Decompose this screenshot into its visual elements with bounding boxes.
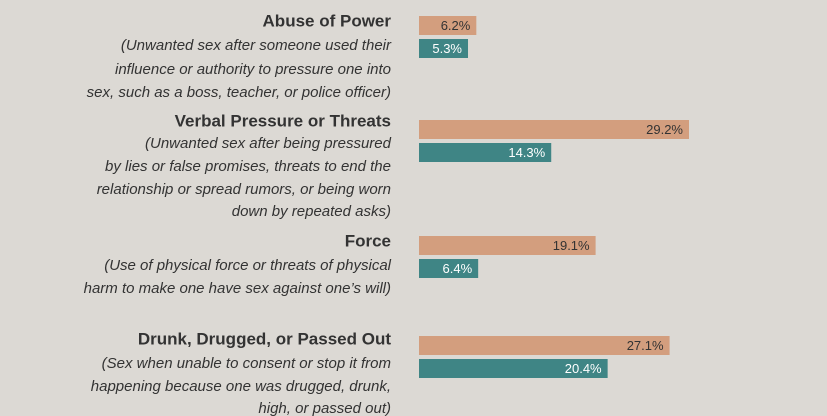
category-description: harm to make one have sex against one’s … <box>84 280 391 297</box>
category-description: (Sex when unable to consent or stop it f… <box>102 355 391 372</box>
bar <box>419 120 689 139</box>
bar <box>419 39 469 58</box>
category-description: (Unwanted sex after someone used their <box>121 37 392 54</box>
value-label: 20.4% <box>565 361 602 376</box>
category-description: high, or passed out) <box>258 400 391 416</box>
category-title: Verbal Pressure or Threats <box>175 111 391 130</box>
bar <box>419 259 479 278</box>
category-title: Abuse of Power <box>263 11 392 30</box>
value-label: 19.1% <box>553 238 590 253</box>
category-description: by lies or false promises, threats to en… <box>105 158 391 175</box>
value-label: 27.1% <box>627 338 664 353</box>
value-label: 6.4% <box>443 261 473 276</box>
value-label: 5.3% <box>432 41 462 56</box>
value-label: 29.2% <box>646 122 683 137</box>
category-description: (Unwanted sex after being pressured <box>145 135 392 152</box>
category-description: happening because one was drugged, drunk… <box>91 378 391 395</box>
category-description: (Use of physical force or threats of phy… <box>104 257 391 274</box>
category-description: sex, such as a boss, teacher, or police … <box>87 84 391 101</box>
category-description: relationship or spread rumors, or being … <box>97 181 391 198</box>
category-description: influence or authority to pressure one i… <box>115 61 391 78</box>
bar <box>419 143 552 162</box>
category-title: Force <box>345 231 391 250</box>
bar <box>419 16 477 35</box>
category-description: down by repeated asks) <box>232 203 391 220</box>
bar <box>419 336 670 355</box>
value-label: 14.3% <box>508 145 545 160</box>
value-label: 6.2% <box>441 18 471 33</box>
bar <box>419 236 596 255</box>
category-title: Drunk, Drugged, or Passed Out <box>138 329 391 348</box>
bar <box>419 359 608 378</box>
